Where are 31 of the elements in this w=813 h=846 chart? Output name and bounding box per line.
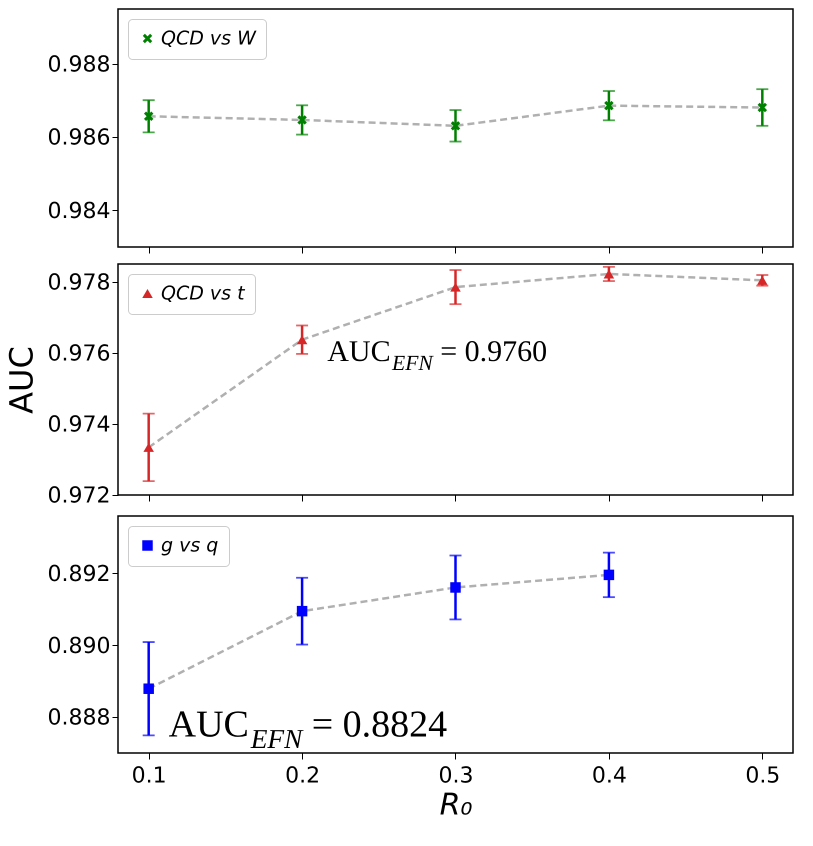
x-tick-label: 0.1 [132,764,167,788]
y-tick-label: 0.984 [48,198,110,224]
y-tick-label: 0.972 [48,484,110,508]
legend-label: g vs q [161,534,218,556]
y-tick-label: 0.890 [48,634,110,659]
point [144,111,154,122]
x-tick-label: 0.2 [285,764,320,788]
point [296,335,308,344]
point [296,114,308,126]
x-tick-label: 0.4 [592,764,627,788]
x-axis-title: R₀ [440,788,472,822]
point [143,683,154,694]
point [604,570,614,580]
y-tick-label: 0.974 [48,412,110,438]
y-tick-label: 0.986 [48,126,110,151]
y-tick-label: 0.888 [48,706,110,731]
x-tick-label: 0.5 [745,764,780,788]
point [604,100,614,111]
legend-label: QCD vs W [161,28,258,50]
point [450,582,461,593]
point [757,102,768,113]
y-tick-label: 0.976 [48,341,110,366]
point [450,120,461,131]
y-tick-label: 0.978 [48,270,110,296]
x-tick-label: 0.3 [438,764,474,788]
point [296,606,308,616]
y-axis-title: AUC [2,346,41,414]
y-tick-label: 0.988 [48,52,110,78]
legend-label: QCD vs t [161,282,246,304]
y-tick-label: 0.892 [48,562,110,587]
point [450,282,461,292]
